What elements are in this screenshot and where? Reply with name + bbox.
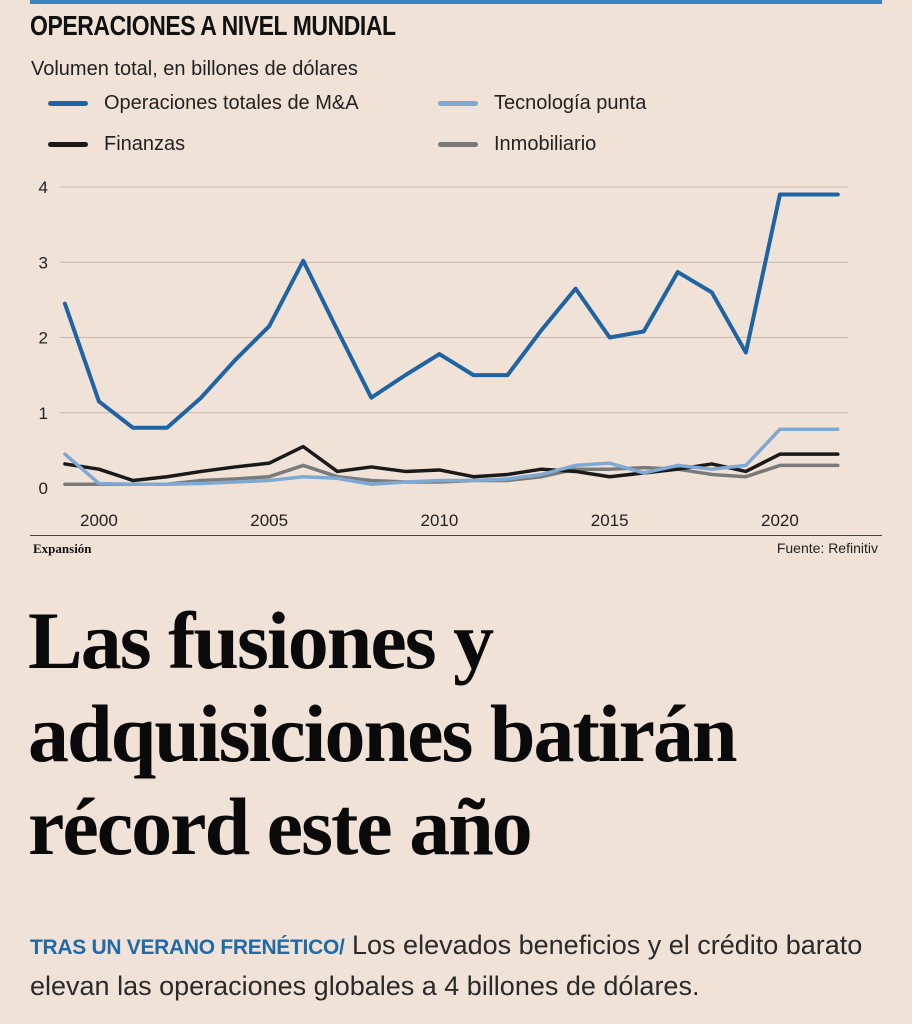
top-accent-rule xyxy=(30,0,882,4)
legend-swatch-total xyxy=(48,101,88,106)
chart-title: OPERACIONES A NIVEL MUNDIAL xyxy=(30,10,396,41)
line-chart: 0 1 2 3 4 2000 2005 2010 2015 2020 xyxy=(39,178,848,530)
legend-label-total: Operaciones totales de M&A xyxy=(104,92,359,114)
y-tick-label: 0 xyxy=(39,479,48,498)
x-tick-label: 2000 xyxy=(80,511,118,530)
y-tick-label: 4 xyxy=(39,178,48,197)
legend-label-realestate: Inmobiliario xyxy=(494,133,597,155)
article-headline: Las fusiones y adquisiciones batirán réc… xyxy=(28,595,738,872)
article-kicker: TRAS UN VERANO FRENÉTICO/ xyxy=(30,936,345,959)
article-deck: TRAS UN VERANO FRENÉTICO/ Los elevados b… xyxy=(30,926,890,1005)
legend-item-total: Operaciones totales de M&A xyxy=(48,92,359,115)
legend-label-tech: Tecnología punta xyxy=(494,92,647,114)
y-tick-label: 2 xyxy=(39,329,48,348)
legend-label-finance: Finanzas xyxy=(104,133,186,155)
series-line-0 xyxy=(62,192,840,430)
legend-item-tech: Tecnología punta xyxy=(438,92,646,115)
x-tick-label: 2020 xyxy=(761,511,799,530)
legend-item-realestate: Inmobiliario xyxy=(438,133,596,156)
footer-rule xyxy=(30,535,882,536)
article-deck-text: Los elevados beneficios y el crédito bar… xyxy=(30,930,863,1001)
source-credit: Fuente: Refinitiv xyxy=(776,540,878,556)
legend-swatch-finance xyxy=(48,142,88,147)
legend-swatch-realestate xyxy=(438,142,478,147)
chart-subtitle: Volumen total, en billones de dólares xyxy=(31,58,358,80)
y-tick-label: 3 xyxy=(39,253,48,272)
x-tick-label: 2015 xyxy=(591,511,629,530)
x-tick-label: 2005 xyxy=(250,511,288,530)
legend-swatch-tech xyxy=(438,101,478,106)
x-tick-label: 2010 xyxy=(421,511,459,530)
publication-logo: Expansión xyxy=(33,541,92,556)
legend-item-finance: Finanzas xyxy=(48,133,185,156)
y-tick-label: 1 xyxy=(39,404,48,423)
